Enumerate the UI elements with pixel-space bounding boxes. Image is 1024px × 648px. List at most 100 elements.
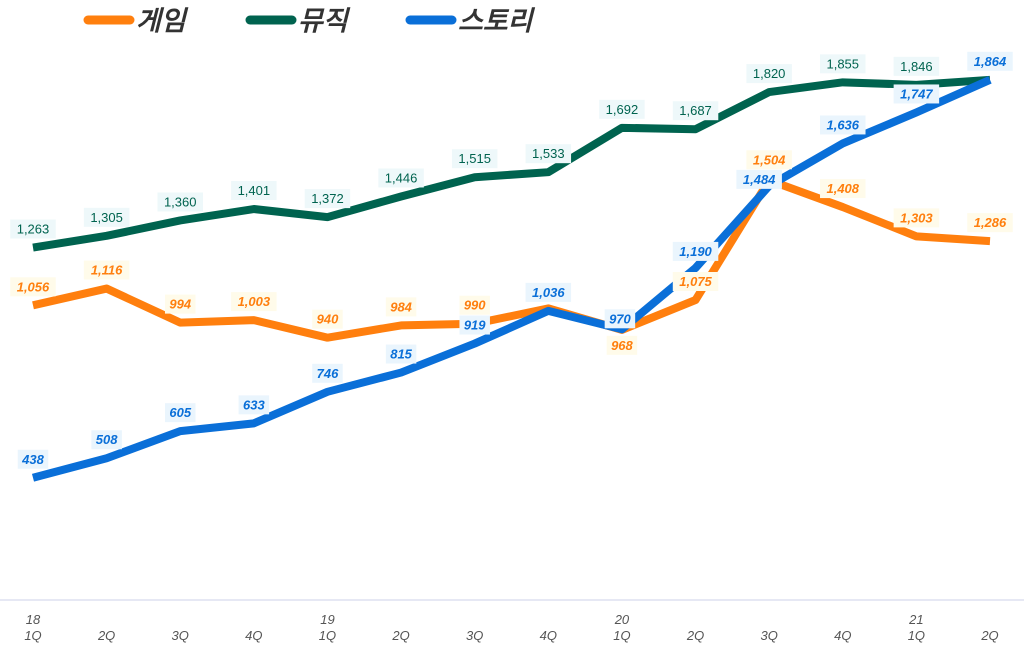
x-tick-year: 21 xyxy=(908,612,923,627)
x-tick-quarter: 4Q xyxy=(834,628,851,643)
data-label: 1,846 xyxy=(900,59,933,74)
data-label: 970 xyxy=(609,311,631,326)
data-label: 919 xyxy=(464,318,486,333)
data-label-bg xyxy=(893,84,940,104)
data-label: 438 xyxy=(21,452,44,467)
x-tick-quarter: 2Q xyxy=(980,628,998,643)
data-label-bg xyxy=(672,101,719,121)
data-label-bg xyxy=(525,282,572,302)
data-label-bg xyxy=(10,219,56,239)
data-label: 746 xyxy=(317,366,339,381)
data-label-bg xyxy=(893,208,940,228)
data-label: 1,446 xyxy=(385,170,418,185)
x-tick-quarter: 3Q xyxy=(760,628,777,643)
data-label: 1,515 xyxy=(458,151,491,166)
x-tick-year: 18 xyxy=(26,612,41,627)
data-label-bg xyxy=(378,168,424,188)
data-label-bg xyxy=(820,54,866,74)
data-label: 1,636 xyxy=(826,117,859,132)
data-label-bg xyxy=(604,309,636,329)
data-label: 1,484 xyxy=(743,172,776,187)
data-label-bg xyxy=(157,192,203,212)
x-tick-quarter: 2Q xyxy=(97,628,115,643)
data-label: 1,372 xyxy=(311,191,344,206)
data-label: 1,692 xyxy=(606,102,639,117)
legend-label: 뮤직 xyxy=(298,6,351,37)
data-label: 1,286 xyxy=(974,215,1007,230)
data-label-bg xyxy=(672,241,719,261)
data-label: 1,687 xyxy=(679,103,712,118)
legend: 게임 뮤직 스토리 xyxy=(83,6,536,37)
data-label: 508 xyxy=(96,432,118,447)
x-tick-year: 20 xyxy=(614,612,630,627)
data-label: 940 xyxy=(317,312,339,327)
data-label: 984 xyxy=(390,299,412,314)
x-tick-quarter: 1Q xyxy=(319,628,336,643)
x-tick-quarter: 3Q xyxy=(466,628,483,643)
data-label: 1,003 xyxy=(238,294,271,309)
data-label-bg xyxy=(525,144,572,164)
x-tick-quarter: 2Q xyxy=(686,628,704,643)
data-label-bg xyxy=(304,189,351,209)
data-label-bg xyxy=(17,449,49,469)
data-label-bg xyxy=(599,99,645,119)
data-label-bg xyxy=(164,403,196,423)
data-label-bg xyxy=(10,277,56,297)
data-label-bg xyxy=(459,295,490,315)
data-label: 633 xyxy=(243,397,265,412)
data-label: 1,864 xyxy=(974,54,1007,69)
x-tick-quarter: 1Q xyxy=(613,628,630,643)
x-tick-quarter: 4Q xyxy=(245,628,262,643)
data-label-bg xyxy=(312,363,343,383)
data-label: 1,533 xyxy=(532,146,565,161)
x-tick-quarter: 2Q xyxy=(391,628,409,643)
data-label-bg xyxy=(736,169,782,189)
data-label-bg xyxy=(312,309,343,329)
data-label-bg xyxy=(83,207,130,227)
data-label-bg xyxy=(238,395,270,415)
x-tick-quarter: 1Q xyxy=(24,628,41,643)
data-label-bg xyxy=(820,115,866,135)
data-label: 1,190 xyxy=(679,244,712,259)
data-label-bg xyxy=(967,51,1013,71)
series-line-1 xyxy=(32,75,991,252)
data-label-bg xyxy=(672,272,719,291)
data-label: 1,056 xyxy=(17,279,50,294)
series-line-0 xyxy=(32,176,991,342)
data-label-bg xyxy=(746,150,792,170)
data-label: 1,820 xyxy=(753,66,786,81)
x-tick-year: 19 xyxy=(320,612,334,627)
data-label: 1,116 xyxy=(91,263,123,278)
data-label-bg xyxy=(606,335,638,355)
data-label-bg xyxy=(91,430,122,450)
data-label: 1,747 xyxy=(900,86,933,101)
x-tick-quarter: 4Q xyxy=(540,628,557,643)
data-label: 1,855 xyxy=(826,56,859,71)
data-label: 1,504 xyxy=(753,152,786,167)
data-label-bg xyxy=(451,149,498,169)
data-label: 994 xyxy=(169,297,191,312)
data-label: 1,263 xyxy=(17,222,50,237)
data-label: 815 xyxy=(390,347,412,362)
data-label-bg xyxy=(83,260,130,280)
legend-label: 게임 xyxy=(136,6,189,37)
data-label: 1,408 xyxy=(826,181,859,196)
data-label: 1,036 xyxy=(532,285,565,300)
series-line-2 xyxy=(31,76,992,482)
data-label-bg xyxy=(893,56,940,76)
data-label-bg xyxy=(459,315,490,335)
data-label-bg xyxy=(385,344,417,364)
data-label-bg xyxy=(820,179,866,199)
data-label-bg xyxy=(385,297,417,317)
data-label: 1,360 xyxy=(164,194,197,209)
data-label: 1,075 xyxy=(679,274,712,289)
data-label-bg xyxy=(231,181,277,201)
x-tick-quarter: 3Q xyxy=(172,628,189,643)
data-label: 990 xyxy=(464,298,486,313)
data-label-bg xyxy=(967,213,1013,233)
data-label-bg xyxy=(746,64,792,84)
data-label: 1,303 xyxy=(900,210,933,225)
data-label: 1,305 xyxy=(90,210,123,225)
legend-label: 스토리 xyxy=(458,6,536,37)
